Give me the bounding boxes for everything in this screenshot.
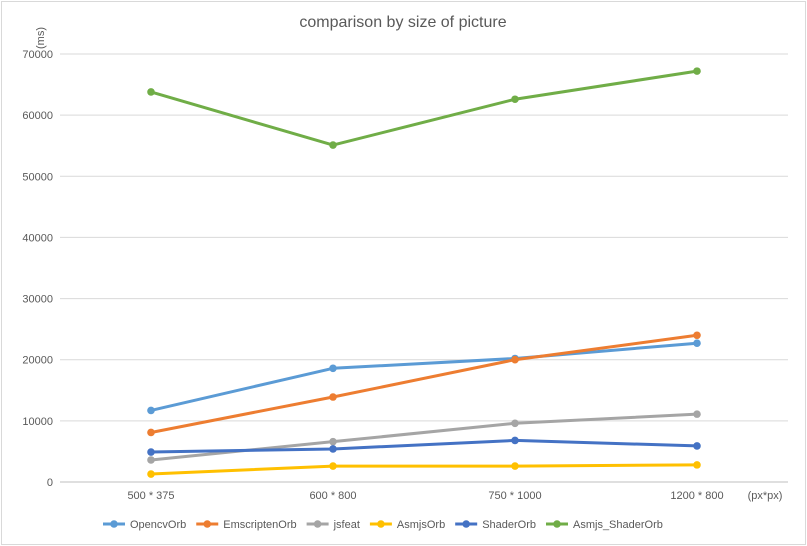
series-line: [149, 438, 699, 454]
legend-item: jsfeat: [306, 519, 360, 531]
data-point: [147, 456, 155, 464]
legend-label: jsfeat: [333, 519, 360, 531]
y-tick-labels: 0 10000 20000 30000 40000 50000 60000 70000: [22, 49, 53, 489]
legend-label: Asmjs_ShaderOrb: [573, 519, 663, 531]
gridlines: [60, 53, 788, 483]
y-tick-label: 40000: [22, 232, 53, 244]
legend-item: OpencvOrb: [103, 519, 186, 531]
y-tick-label: 50000: [22, 171, 53, 183]
series-line: [149, 333, 699, 434]
data-point: [147, 406, 155, 415]
y-tick-label: 70000: [22, 49, 53, 61]
legend: OpencvOrb EmscriptenOrb jsfeat AsmjsOrb Shad…: [103, 519, 663, 531]
y-tick-label: 30000: [22, 294, 53, 306]
legend-marker: [110, 520, 118, 528]
y-axis-label: (ms): [35, 27, 47, 49]
data-point: [511, 355, 519, 364]
data-point: [693, 442, 701, 450]
series-line: [149, 69, 699, 147]
data-point: [329, 141, 337, 149]
legend-marker: [313, 520, 322, 528]
data-point: [329, 445, 337, 453]
x-tick-label: 500 * 375: [127, 490, 174, 502]
data-point: [693, 67, 701, 75]
legend-marker: [462, 520, 470, 528]
data-point: [147, 470, 155, 478]
x-tick-labels: 500 * 375 600 * 800 750 * 1000 1200 * 800: [127, 490, 723, 502]
data-point: [693, 331, 701, 340]
legend-item: AsmjsOrb: [369, 519, 445, 531]
y-tick-label: 20000: [22, 355, 53, 367]
y-tick-label: 10000: [22, 416, 53, 428]
data-point: [147, 428, 155, 437]
data-point: [329, 364, 337, 373]
chart-title: comparison by size of picture: [299, 14, 506, 31]
series-line: [149, 341, 699, 412]
data-point: [511, 436, 519, 445]
data-point: [329, 393, 337, 401]
series-asmjsorb: [147, 461, 701, 478]
legend-label: OpencvOrb: [130, 519, 186, 531]
legend-item: Asmjs_ShaderOrb: [546, 519, 663, 531]
data-point: [329, 437, 337, 446]
x-tick-label: 1200 * 800: [670, 490, 723, 502]
legend-item: EmscriptenOrb: [196, 519, 297, 531]
data-point: [511, 95, 519, 104]
series-asmjs-shaderorb: [147, 67, 701, 149]
legend-label: EmscriptenOrb: [223, 519, 296, 531]
y-tick-label: 60000: [22, 110, 53, 122]
data-point: [693, 339, 701, 348]
x-tick-label: 750 * 1000: [488, 490, 541, 502]
data-point: [693, 461, 701, 469]
y-tick-label: 0: [47, 477, 53, 489]
series-line: [149, 463, 699, 476]
data-point: [693, 410, 701, 418]
data-point: [147, 448, 155, 456]
legend-marker: [203, 520, 212, 528]
data-point: [329, 462, 337, 470]
legend-item: ShaderOrb: [455, 519, 536, 531]
series-group: [147, 67, 701, 478]
data-point: [147, 88, 155, 96]
legend-marker: [553, 520, 561, 528]
legend-marker: [377, 520, 385, 528]
data-point: [511, 462, 519, 470]
data-point: [511, 419, 519, 428]
series-emscriptenorb: [147, 331, 701, 437]
legend-label: AsmjsOrb: [397, 519, 445, 531]
x-tick-label: 600 * 800: [309, 490, 356, 502]
x-axis-label: (px*px): [748, 490, 783, 502]
legend-label: ShaderOrb: [482, 519, 536, 531]
series-shaderorb: [147, 436, 701, 456]
